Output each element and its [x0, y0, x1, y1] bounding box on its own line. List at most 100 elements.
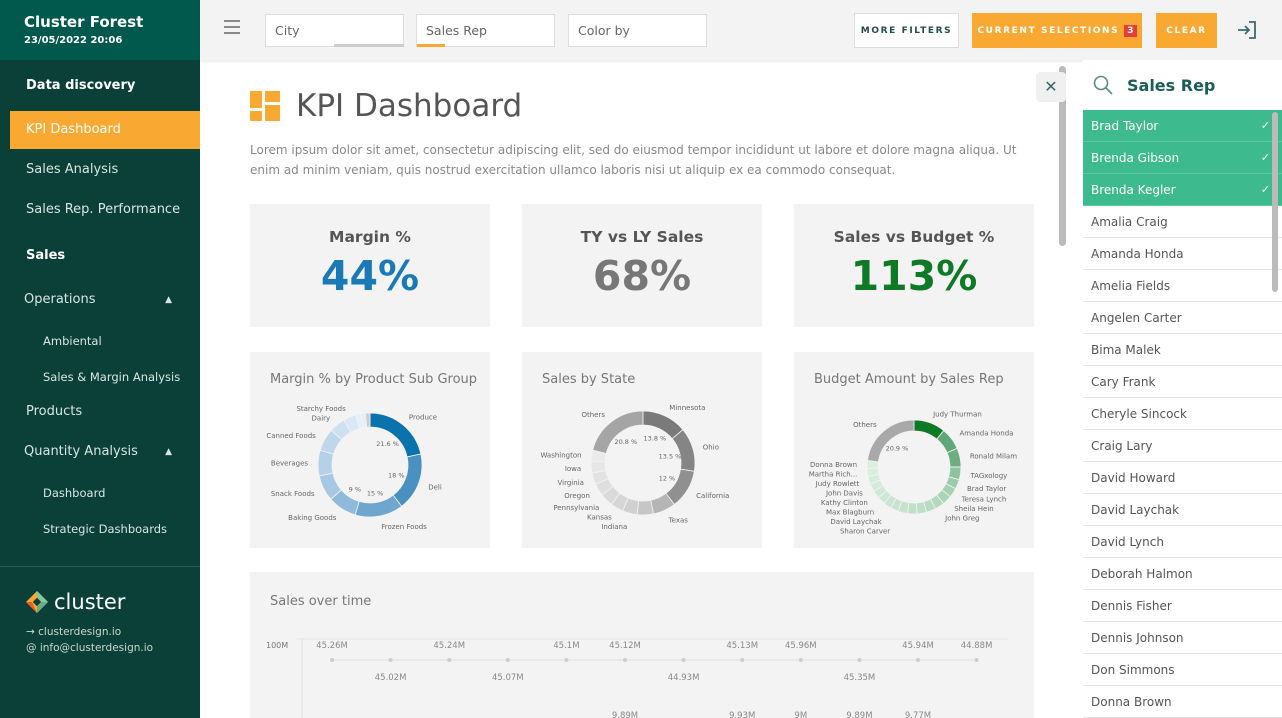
website-link[interactable]: → clusterdesign.io: [26, 626, 122, 638]
data-point[interactable]: [974, 658, 979, 662]
kpi-card[interactable]: Sales vs Budget % 113%: [794, 204, 1034, 327]
email-link[interactable]: @ info@clusterdesign.io: [26, 642, 154, 654]
list-item[interactable]: Amelia Fields: [1083, 270, 1282, 302]
segment-label: TAGxology: [969, 472, 1007, 480]
list-item[interactable]: Dennis Fisher: [1083, 590, 1282, 622]
list-item[interactable]: Craig Lary: [1083, 430, 1282, 462]
main-scrollbar[interactable]: [1059, 66, 1066, 246]
data-point[interactable]: [740, 658, 745, 662]
data-point[interactable]: [623, 658, 627, 662]
sidebar-item-operations[interactable]: Operations ▲: [0, 281, 190, 319]
kpi-card[interactable]: Margin % 44%: [250, 204, 490, 327]
list-item[interactable]: Amalia Craig: [1083, 206, 1282, 238]
list-item[interactable]: David Howard: [1083, 462, 1282, 494]
list-item[interactable]: Donna Brown: [1083, 686, 1282, 718]
segment-label: Martha Rich...: [809, 471, 858, 479]
city-filter-label: City: [275, 23, 300, 38]
data-label: 45.12M: [609, 641, 641, 651]
data-point[interactable]: [447, 658, 452, 662]
data-label: 45.94M: [902, 641, 934, 651]
list-item[interactable]: Brad Taylor ✓: [1083, 110, 1282, 142]
list-item[interactable]: Brenda Kegler ✓: [1083, 174, 1282, 206]
panel-scrollbar[interactable]: [1272, 112, 1278, 292]
data-label: 45.13M: [726, 641, 758, 651]
list-item[interactable]: David Lynch: [1083, 526, 1282, 558]
current-selections-button[interactable]: CURRENT SELECTIONS 3: [972, 13, 1142, 48]
data-point[interactable]: [798, 658, 803, 662]
donut-segment[interactable]: [317, 449, 335, 477]
segment-label: Canned Foods: [266, 432, 316, 440]
menu-icon[interactable]: [224, 20, 240, 34]
data-label: 18 %: [388, 472, 405, 480]
sidebar-item-sales-rep-performance[interactable]: Sales Rep. Performance: [10, 191, 200, 229]
chevron-up-icon[interactable]: ▲: [165, 447, 172, 457]
data-point[interactable]: [388, 658, 393, 662]
sales-rep-name: Amanda Honda: [1091, 247, 1184, 261]
data-label: 12 %: [659, 474, 676, 482]
panel-header: Sales Rep: [1083, 60, 1282, 110]
segment-label: Starchy Foods: [296, 405, 346, 413]
more-filters-button[interactable]: MORE FILTERS: [854, 13, 959, 48]
list-item[interactable]: Brenda Gibson ✓: [1083, 142, 1282, 174]
data-point[interactable]: [916, 658, 920, 662]
data-point[interactable]: [564, 658, 569, 662]
logout-icon[interactable]: [1237, 21, 1257, 39]
sidebar-item-sales[interactable]: Sales: [10, 237, 200, 275]
data-label: 13.8 %: [644, 435, 667, 443]
sidebar-item-label: Strategic Dashboards: [43, 522, 168, 536]
data-point[interactable]: [681, 658, 686, 662]
sidebar-item-label: Sales: [26, 248, 66, 263]
data-point[interactable]: [330, 658, 334, 662]
list-item[interactable]: Amanda Honda: [1083, 238, 1282, 270]
list-item[interactable]: Dennis Johnson: [1083, 622, 1282, 654]
sidebar-item-sales-margin-analysis[interactable]: Sales & Margin Analysis: [10, 358, 200, 396]
kpi-value: 44%: [320, 252, 420, 300]
list-item[interactable]: Cheryle Sincock: [1083, 398, 1282, 430]
kpi-value: 113%: [850, 252, 978, 300]
sidebar-item-strategic-dashboards[interactable]: Strategic Dashboards: [10, 510, 200, 548]
clear-button[interactable]: CLEAR: [1156, 13, 1217, 48]
list-item[interactable]: Cary Frank: [1083, 366, 1282, 398]
list-item[interactable]: David Laychak: [1083, 494, 1282, 526]
sidebar-item-kpi-dashboard[interactable]: KPI Dashboard: [10, 111, 200, 149]
donut-segment[interactable]: [354, 494, 403, 518]
page-description: Lorem ipsum dolor sit amet, consectetur …: [250, 143, 1017, 177]
sales-by-state-chart[interactable]: Sales by State 13.8 % 13.5 % 12 % 20.8 % Othe…: [522, 352, 762, 548]
list-item[interactable]: Angelen Carter: [1083, 302, 1282, 334]
donut-segment[interactable]: [592, 410, 644, 455]
logo-text: cluster: [54, 590, 126, 614]
data-point[interactable]: [857, 658, 862, 662]
donut-segment[interactable]: [671, 429, 696, 472]
chevron-up-icon[interactable]: ▲: [165, 295, 172, 305]
color-by-filter[interactable]: Color by: [568, 14, 707, 47]
segment-label: Oregon: [564, 492, 590, 500]
sales-rep-filter[interactable]: Sales Rep: [416, 14, 555, 47]
list-item[interactable]: Bima Malek: [1083, 334, 1282, 366]
close-panel-button[interactable]: ✕: [1036, 72, 1066, 102]
sidebar-item-ambiental[interactable]: Ambiental: [10, 322, 200, 360]
list-item[interactable]: Don Simmons: [1083, 654, 1282, 686]
margin-by-product-chart[interactable]: Margin % by Product Sub Group 21.6 % 18 % 1…: [250, 352, 490, 548]
budget-by-sales-rep-chart[interactable]: Budget Amount by Sales Rep 20.9 % Others Do…: [794, 352, 1034, 548]
search-icon[interactable]: [1093, 75, 1113, 95]
sidebar-item-products[interactable]: Products: [10, 393, 200, 431]
data-label: 9.89M: [846, 711, 872, 718]
sidebar-item-data-discovery[interactable]: Data discovery: [10, 67, 200, 105]
list-item[interactable]: Deborah Halmon: [1083, 558, 1282, 590]
sidebar-item-dashboard[interactable]: Dashboard: [10, 474, 200, 512]
data-label: 45.96M: [785, 641, 817, 651]
donut-segment[interactable]: [636, 499, 654, 516]
donut-segment[interactable]: [364, 412, 371, 428]
donut-segment[interactable]: [867, 419, 915, 463]
panel-title: Sales Rep: [1127, 75, 1216, 95]
data-label: 20.9 %: [886, 444, 909, 452]
data-point[interactable]: [505, 658, 510, 662]
segment-label: Pennsylvania: [553, 504, 599, 512]
sidebar-item-quantity-analysis[interactable]: Quantity Analysis ▲: [0, 433, 190, 471]
sidebar-item-sales-analysis[interactable]: Sales Analysis: [10, 151, 200, 189]
donut-segment[interactable]: [392, 453, 423, 507]
chart-title: Sales over time: [270, 594, 372, 609]
sales-over-time-chart[interactable]: Sales over time 100M 45.26M 45.02M 45.24M 45.…: [250, 572, 1034, 718]
kpi-card[interactable]: TY vs LY Sales 68%: [522, 204, 762, 327]
city-filter[interactable]: City: [265, 14, 404, 47]
